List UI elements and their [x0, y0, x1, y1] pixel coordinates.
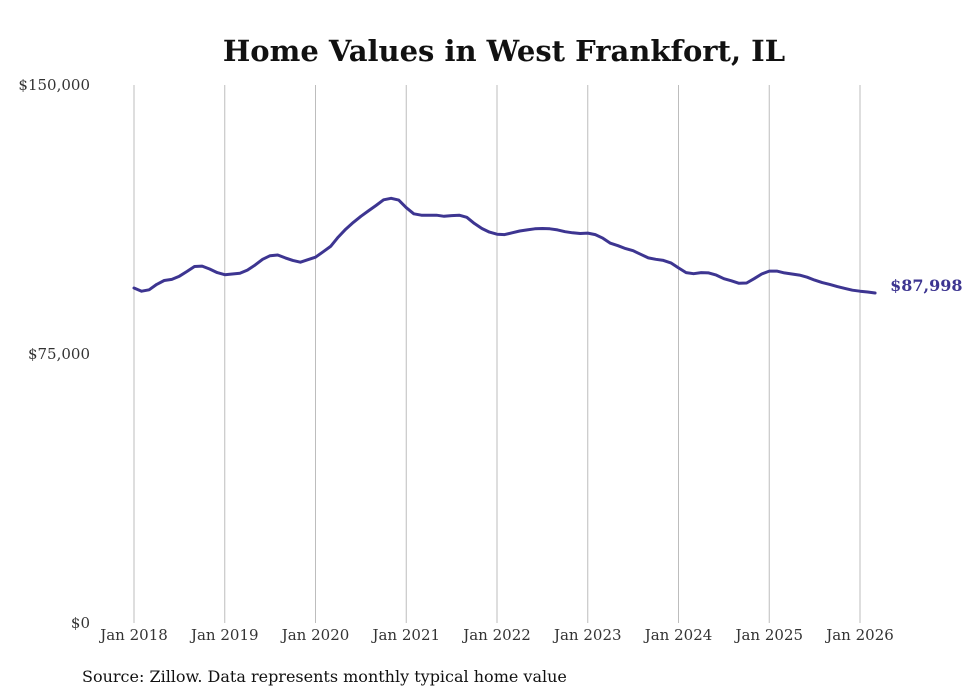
x-tick-label: Jan 2023: [552, 626, 622, 644]
x-tick-label: Jan 2024: [643, 626, 713, 644]
gridlines: [133, 85, 861, 623]
x-tick-label: Jan 2020: [280, 626, 350, 644]
x-tick-label: Jan 2018: [98, 626, 168, 644]
x-tick-label: Jan 2022: [461, 626, 531, 644]
chart-title: Home Values in West Frankfort, IL: [223, 34, 785, 68]
x-tick-label: Jan 2019: [189, 626, 259, 644]
x-tick-label: Jan 2026: [824, 626, 894, 644]
series-line-home-value: [132, 196, 877, 295]
y-axis-ticks: $0 $75,000 $150,000: [18, 76, 90, 632]
y-tick-label: $0: [71, 614, 90, 632]
x-tick-label: Jan 2021: [370, 626, 440, 644]
source-note: Source: Zillow. Data represents monthly …: [82, 667, 567, 686]
x-axis-ticks: Jan 2018 Jan 2019 Jan 2020 Jan 2021 Jan 2022…: [98, 626, 894, 644]
y-tick-label: $150,000: [18, 76, 90, 94]
last-value-label: $87,998: [890, 276, 962, 295]
x-tick-label: Jan 2025: [733, 626, 803, 644]
y-tick-label: $75,000: [28, 345, 90, 363]
